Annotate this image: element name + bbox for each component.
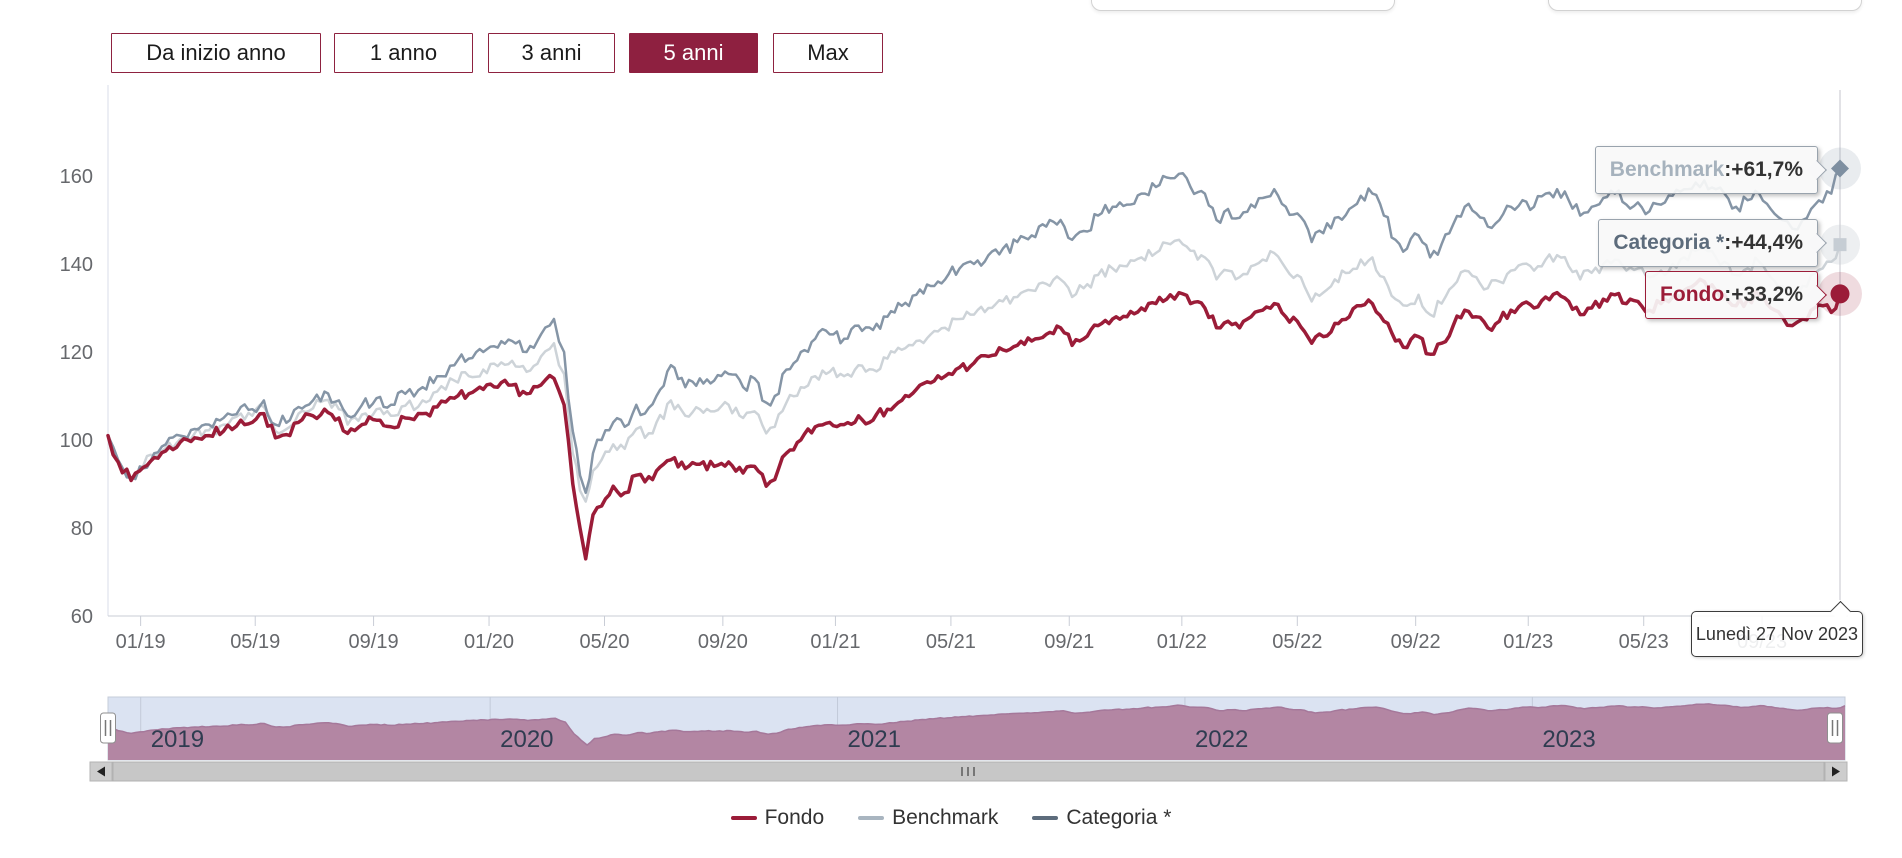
svg-text:05/23: 05/23: [1619, 631, 1669, 653]
svg-text:2021: 2021: [848, 726, 901, 753]
svg-text:100: 100: [60, 430, 93, 452]
tooltip-fondo-value: +33,2%: [1731, 283, 1803, 306]
navigator-handle-left[interactable]: [100, 712, 116, 744]
svg-text:01/20: 01/20: [464, 631, 514, 653]
svg-text:09/19: 09/19: [349, 631, 399, 653]
legend-item-benchmark[interactable]: Benchmark: [858, 806, 998, 830]
svg-text:2022: 2022: [1195, 726, 1248, 753]
svg-text:160: 160: [60, 166, 93, 188]
svg-text:60: 60: [71, 606, 93, 628]
fondo-line-swatch-icon: [730, 816, 757, 820]
categoria-end-marker: [1833, 238, 1847, 252]
range-button-3y[interactable]: 3 anni: [488, 33, 615, 73]
svg-text:05/22: 05/22: [1272, 631, 1322, 653]
fondo-end-marker: [1830, 284, 1850, 304]
svg-text:09/21: 09/21: [1044, 631, 1094, 653]
svg-text:05/21: 05/21: [926, 631, 976, 653]
series-line-benchmark: [106, 167, 1842, 495]
categoria-line-swatch-icon: [1032, 816, 1059, 820]
svg-text:80: 80: [71, 518, 93, 540]
svg-text:01/21: 01/21: [810, 631, 860, 653]
tooltip-categoria: Categoria *: +44,4%: [1598, 219, 1827, 267]
tooltip-categoria-label: Categoria *: [1613, 231, 1725, 254]
tooltip-benchmark-label: Benchmark: [1609, 158, 1725, 181]
scrollbar-right-arrow-icon: [1832, 766, 1840, 777]
svg-text:120: 120: [60, 342, 93, 364]
range-button-ytd[interactable]: Da inizio anno: [111, 33, 321, 73]
tooltip-benchmark: Benchmark: +61,7%: [1594, 146, 1827, 194]
svg-text:140: 140: [60, 254, 93, 276]
navigator-handle-right[interactable]: [1827, 712, 1843, 744]
legend-item-fondo[interactable]: Fondo: [730, 806, 824, 830]
svg-text:01/22: 01/22: [1157, 631, 1207, 653]
series-line-fondo: [106, 277, 1842, 561]
tooltip-categoria-value: +44,4%: [1731, 231, 1803, 254]
range-button-max[interactable]: Max: [773, 33, 883, 73]
chart-legend: Fondo Benchmark Categoria *: [0, 806, 1902, 830]
tooltip-fondo: Fondo: +33,2%: [1645, 271, 1827, 319]
tooltip-fondo-label: Fondo: [1660, 283, 1725, 306]
svg-text:09/20: 09/20: [698, 631, 748, 653]
tooltip-benchmark-value: +61,7%: [1731, 158, 1803, 181]
svg-text:01/23: 01/23: [1503, 631, 1553, 653]
legend-item-categoria[interactable]: Categoria *: [1032, 806, 1171, 830]
crosshair-date-text: Lunedì 27 Nov 2023: [1695, 623, 1859, 644]
range-button-1y[interactable]: 1 anno: [334, 33, 473, 73]
svg-text:09/22: 09/22: [1391, 631, 1441, 653]
scrollbar-left-arrow-icon: [97, 766, 105, 777]
range-button-5y[interactable]: 5 anni: [629, 33, 758, 73]
svg-text:2019: 2019: [151, 726, 204, 753]
navigator-area: [108, 703, 1845, 760]
svg-text:01/19: 01/19: [116, 631, 166, 653]
svg-text:05/19: 05/19: [230, 631, 280, 653]
svg-text:2020: 2020: [500, 726, 553, 753]
series-line-categoria: [106, 238, 1842, 503]
svg-text:05/20: 05/20: [579, 631, 629, 653]
benchmark-line-swatch-icon: [858, 816, 885, 820]
svg-text:2023: 2023: [1542, 726, 1595, 753]
crosshair-date-tooltip: Lunedì 27 Nov 2023: [1691, 600, 1863, 657]
benchmark-end-marker: [1831, 159, 1849, 178]
